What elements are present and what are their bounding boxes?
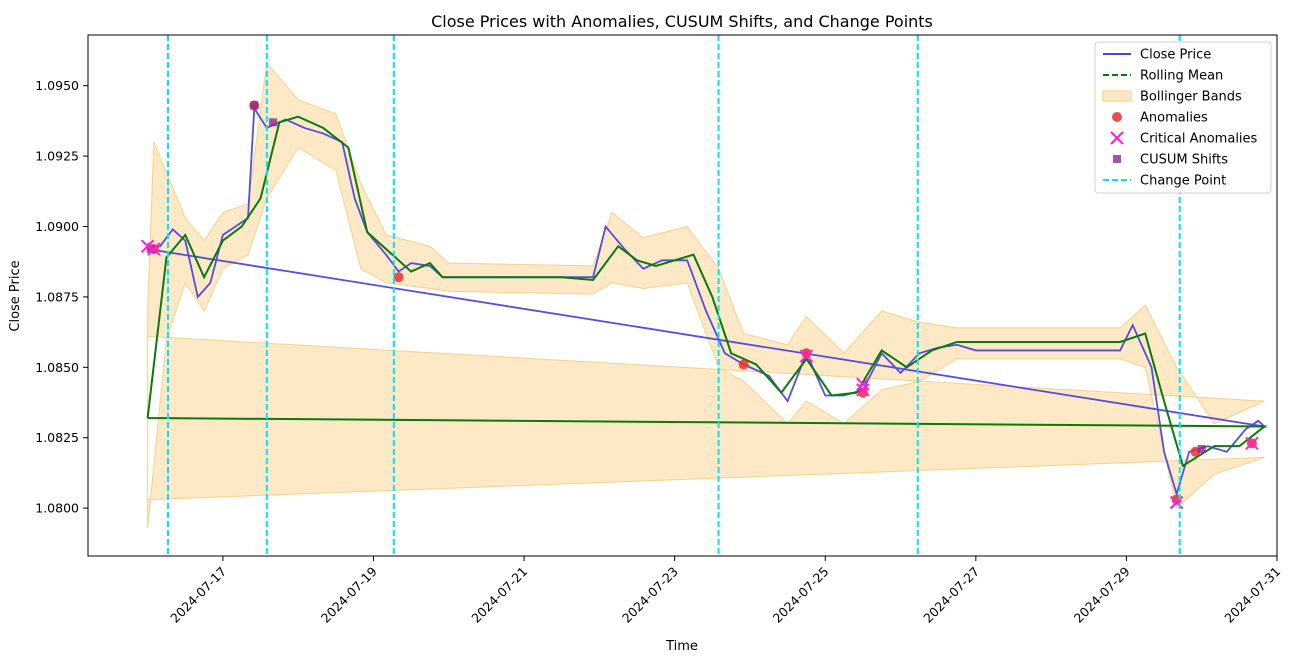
legend-entry: Anomalies bbox=[1112, 111, 1208, 126]
anomaly-point bbox=[738, 359, 749, 370]
x-axis-title: Time bbox=[665, 639, 698, 654]
critical-anomaly-point bbox=[147, 242, 161, 256]
x-tick-label: 2024-07-29 bbox=[1071, 564, 1133, 626]
y-tick-label: 1.0800 bbox=[35, 501, 79, 516]
legend-entry: CUSUM Shifts bbox=[1113, 153, 1228, 168]
plot-border bbox=[87, 34, 1278, 557]
legend-box bbox=[1094, 41, 1272, 194]
critical-anomaly-point bbox=[1245, 436, 1259, 451]
legend-label: Close Price bbox=[1140, 48, 1211, 63]
y-axis-title: Close Price bbox=[8, 260, 23, 331]
legend-entry: Bollinger Bands bbox=[1102, 90, 1242, 105]
x-tick-label: 2024-07-17 bbox=[167, 564, 229, 626]
y-axis: 1.0800 1.0825 1.0850 1.0875 1.0900 1.0925 1.09… bbox=[35, 78, 88, 516]
bollinger-bands-layer bbox=[147, 61, 1265, 528]
legend-label: Anomalies bbox=[1140, 111, 1208, 126]
y-tick-label: 1.0925 bbox=[35, 149, 79, 164]
critical-anomaly-point bbox=[856, 383, 870, 397]
legend-entry: Critical Anomalies bbox=[1110, 131, 1258, 147]
anomaly-point bbox=[801, 348, 812, 359]
y-tick-label: 1.0850 bbox=[35, 360, 79, 375]
legend-key-circle bbox=[1112, 112, 1122, 122]
legend-label: Rolling Mean bbox=[1140, 69, 1223, 84]
anomaly-point bbox=[857, 387, 868, 398]
legend-entry: Change Point bbox=[1103, 174, 1226, 189]
rolling-mean-line bbox=[146, 115, 1268, 468]
critical-anomaly-point bbox=[856, 377, 870, 391]
cusum-shift-point bbox=[269, 118, 278, 127]
y-tick-label: 1.0900 bbox=[35, 219, 79, 234]
x-tick-label: 2024-07-23 bbox=[619, 564, 681, 626]
critical-anomaly-point bbox=[799, 349, 814, 363]
legend-key-patch bbox=[1102, 90, 1132, 102]
chart-title: Close Prices with Anomalies, CUSUM Shift… bbox=[431, 12, 933, 31]
x-axis: 2024-07-17 2024-07-19 2024-07-21 2024-07-23… bbox=[167, 556, 1283, 626]
legend: Close Price Rolling Mean Bollinger Bands An… bbox=[1094, 41, 1272, 194]
x-tick-label: 2024-07-27 bbox=[920, 564, 982, 626]
legend-entry: Close Price bbox=[1103, 48, 1211, 63]
x-tick-label: 2024-07-31 bbox=[1221, 564, 1283, 626]
y-tick-label: 1.0875 bbox=[35, 289, 79, 304]
bollinger-band-area bbox=[147, 61, 1265, 528]
legend-label: CUSUM Shifts bbox=[1140, 153, 1228, 168]
rolling-mean-layer bbox=[146, 115, 1268, 468]
cusum-shift-point bbox=[1197, 444, 1206, 453]
legend-label: Critical Anomalies bbox=[1140, 132, 1258, 147]
y-tick-label: 1.0825 bbox=[35, 430, 79, 445]
x-tick-label: 2024-07-25 bbox=[770, 564, 832, 626]
markers-layer bbox=[140, 100, 1259, 510]
anomaly-point bbox=[393, 272, 404, 283]
legend-entry: Rolling Mean bbox=[1103, 69, 1223, 84]
legend-label: Change Point bbox=[1140, 174, 1226, 189]
y-tick-label: 1.0950 bbox=[35, 78, 79, 93]
legend-label: Bollinger Bands bbox=[1140, 90, 1242, 105]
plot-area bbox=[87, 34, 1278, 557]
legend-key-x bbox=[1110, 131, 1124, 145]
legend-key-square bbox=[1113, 155, 1121, 163]
x-tick-label: 2024-07-21 bbox=[468, 564, 530, 626]
x-tick-label: 2024-07-19 bbox=[318, 564, 380, 626]
cusum-shift-point bbox=[250, 101, 259, 110]
